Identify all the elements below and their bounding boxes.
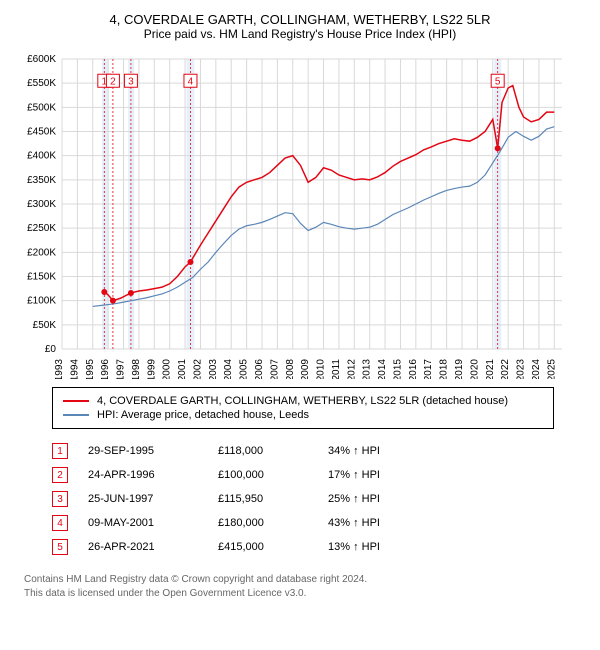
svg-text:2000: 2000 [162,359,173,379]
footer-line-1: Contains HM Land Registry data © Crown c… [24,573,588,587]
tx-diff: 13% ↑ HPI [328,541,428,553]
svg-text:4: 4 [188,76,194,87]
svg-text:2012: 2012 [346,359,357,379]
svg-text:£100K: £100K [27,296,56,307]
svg-text:£550K: £550K [27,78,56,89]
price-chart: £0 £50K £100K £150K £200K £250K £300K £350K £400… [12,49,572,379]
svg-text:2011: 2011 [331,359,342,379]
tx-marker: 4 [52,515,68,531]
svg-text:£450K: £450K [27,127,56,138]
svg-text:2003: 2003 [208,359,219,379]
svg-text:£50K: £50K [33,320,57,331]
tx-price: £118,000 [218,445,308,457]
tx-marker: 5 [52,539,68,555]
svg-text:£150K: £150K [27,272,56,283]
svg-text:1998: 1998 [131,359,142,379]
svg-text:£300K: £300K [27,199,56,210]
svg-text:2014: 2014 [377,359,388,379]
tx-diff: 34% ↑ HPI [328,445,428,457]
tx-date: 29-SEP-1995 [88,445,198,457]
svg-text:1993: 1993 [54,359,65,379]
footer-line-2: This data is licensed under the Open Gov… [24,587,588,601]
svg-text:2001: 2001 [177,359,188,379]
table-row: 3 25-JUN-1997 £115,950 25% ↑ HPI [52,487,588,511]
svg-text:2017: 2017 [423,359,434,379]
svg-text:1994: 1994 [69,359,80,379]
table-row: 1 29-SEP-1995 £118,000 34% ↑ HPI [52,439,588,463]
legend: 4, COVERDALE GARTH, COLLINGHAM, WETHERBY… [52,387,554,429]
svg-text:£600K: £600K [27,54,56,65]
svg-text:2018: 2018 [439,359,450,379]
svg-text:2022: 2022 [500,359,511,379]
tx-date: 09-MAY-2001 [88,517,198,529]
svg-text:5: 5 [495,76,501,87]
svg-text:2020: 2020 [469,359,480,379]
svg-text:2009: 2009 [300,359,311,379]
svg-text:1997: 1997 [116,359,127,379]
svg-text:1996: 1996 [100,359,111,379]
table-row: 2 24-APR-1996 £100,000 17% ↑ HPI [52,463,588,487]
legend-swatch [63,414,89,416]
svg-text:2023: 2023 [516,359,527,379]
svg-text:3: 3 [128,76,134,87]
tx-diff: 25% ↑ HPI [328,493,428,505]
svg-text:2021: 2021 [485,359,496,379]
tx-date: 26-APR-2021 [88,541,198,553]
svg-text:2002: 2002 [192,359,203,379]
svg-text:2013: 2013 [362,359,373,379]
tx-marker: 1 [52,443,68,459]
svg-text:2015: 2015 [392,359,403,379]
tx-price: £100,000 [218,469,308,481]
table-row: 5 26-APR-2021 £415,000 13% ↑ HPI [52,535,588,559]
svg-text:2006: 2006 [254,359,265,379]
legend-row: HPI: Average price, detached house, Leed… [63,408,543,422]
table-row: 4 09-MAY-2001 £180,000 43% ↑ HPI [52,511,588,535]
tx-price: £115,950 [218,493,308,505]
page-subtitle: Price paid vs. HM Land Registry's House … [12,27,588,41]
svg-text:1999: 1999 [146,359,157,379]
legend-label: HPI: Average price, detached house, Leed… [97,409,309,421]
svg-text:£500K: £500K [27,102,56,113]
tx-price: £415,000 [218,541,308,553]
transaction-table: 1 29-SEP-1995 £118,000 34% ↑ HPI 2 24-APR-199… [52,439,588,559]
footer-text: Contains HM Land Registry data © Crown c… [24,573,588,601]
svg-text:2010: 2010 [316,359,327,379]
svg-text:£350K: £350K [27,175,56,186]
svg-text:£400K: £400K [27,151,56,162]
svg-text:2024: 2024 [531,359,542,379]
tx-marker: 3 [52,491,68,507]
svg-text:2004: 2004 [223,359,234,379]
svg-text:2: 2 [110,76,116,87]
tx-price: £180,000 [218,517,308,529]
legend-swatch [63,400,89,402]
chart-container: £0 £50K £100K £150K £200K £250K £300K £350K £400… [12,49,588,379]
svg-text:2008: 2008 [285,359,296,379]
svg-text:1995: 1995 [85,359,96,379]
tx-date: 25-JUN-1997 [88,493,198,505]
tx-diff: 17% ↑ HPI [328,469,428,481]
legend-row: 4, COVERDALE GARTH, COLLINGHAM, WETHERBY… [63,394,543,408]
page-title: 4, COVERDALE GARTH, COLLINGHAM, WETHERBY… [12,12,588,27]
svg-text:2005: 2005 [239,359,250,379]
svg-text:£0: £0 [45,344,57,355]
svg-text:2019: 2019 [454,359,465,379]
tx-marker: 2 [52,467,68,483]
tx-date: 24-APR-1996 [88,469,198,481]
svg-text:2016: 2016 [408,359,419,379]
tx-diff: 43% ↑ HPI [328,517,428,529]
legend-label: 4, COVERDALE GARTH, COLLINGHAM, WETHERBY… [97,395,508,407]
svg-text:£200K: £200K [27,247,56,258]
svg-text:2007: 2007 [269,359,280,379]
svg-text:£250K: £250K [27,223,56,234]
svg-text:2025: 2025 [546,359,557,379]
